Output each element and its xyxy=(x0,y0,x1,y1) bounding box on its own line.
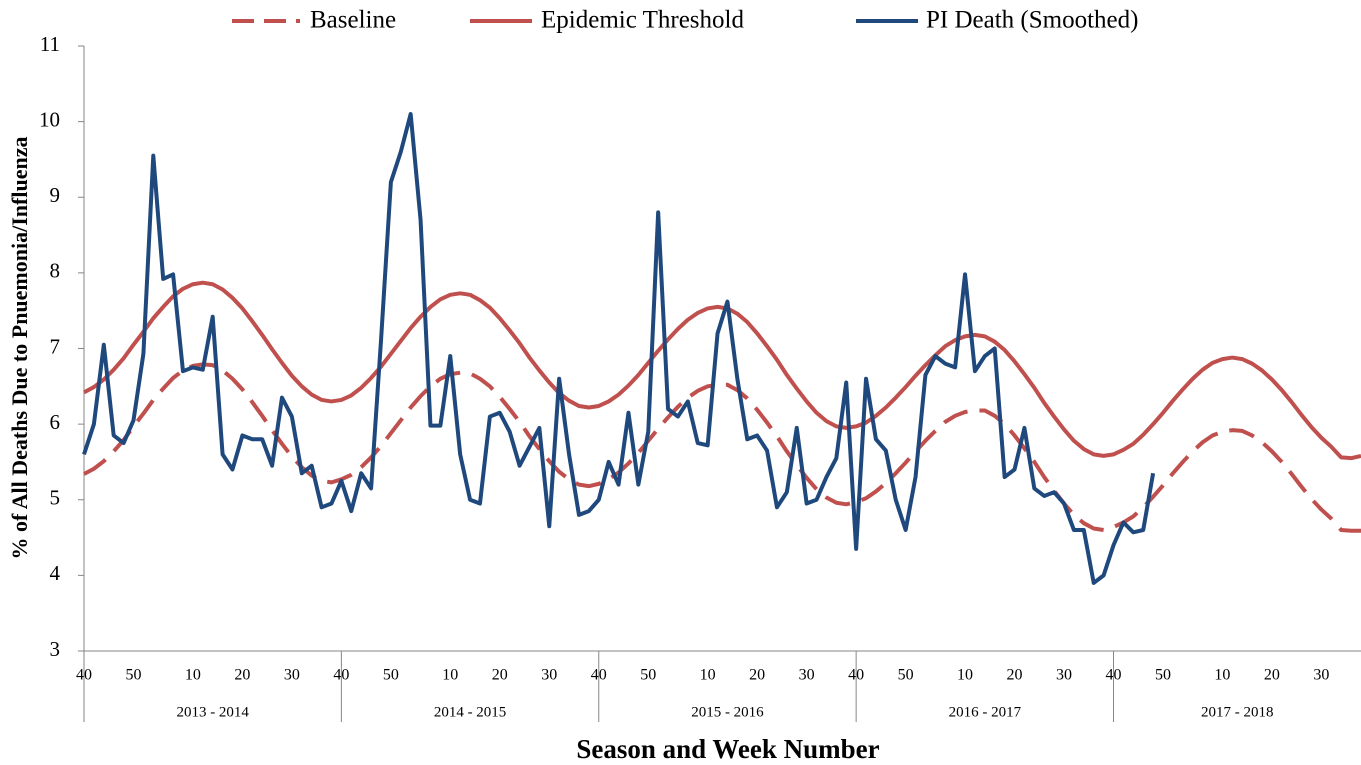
y-tick-label: 5 xyxy=(50,486,61,510)
x-tick-label: 20 xyxy=(1007,667,1023,684)
season-label: 2017 - 2018 xyxy=(1201,704,1274,720)
x-tick-label: 30 xyxy=(284,667,300,684)
x-tick-label: 10 xyxy=(185,667,201,684)
series-line xyxy=(83,280,1361,461)
y-tick-label: 8 xyxy=(50,259,61,283)
season-label: 2016 - 2017 xyxy=(949,704,1022,720)
season-label: 2014 - 2015 xyxy=(434,704,507,720)
x-tick-label: 50 xyxy=(640,667,656,684)
y-tick-label: 10 xyxy=(39,107,60,131)
x-tick-label: 30 xyxy=(1313,667,1329,684)
season-label: 2013 - 2014 xyxy=(176,704,249,720)
x-tick-label: 50 xyxy=(1155,667,1171,684)
y-tick-label: 4 xyxy=(50,561,61,585)
x-tick-label: 30 xyxy=(1056,667,1072,684)
y-tick-label: 11 xyxy=(40,32,60,56)
series-line xyxy=(82,112,1156,585)
x-tick-label: 20 xyxy=(1264,667,1280,684)
y-tick-label: 9 xyxy=(50,183,61,207)
legend-label: PI Death (Smoothed) xyxy=(926,7,1138,34)
x-tick-label: 20 xyxy=(749,667,765,684)
x-tick-label: 50 xyxy=(383,667,399,684)
x-tick-label: 10 xyxy=(1214,667,1230,684)
x-tick-label: 10 xyxy=(957,667,973,684)
y-tick-label: 7 xyxy=(50,334,61,358)
legend-label: Baseline xyxy=(310,7,396,34)
x-tick-label: 30 xyxy=(799,667,815,684)
x-tick-label: 20 xyxy=(234,667,250,684)
y-axis-title: % of All Deaths Due to Pnuemonia/Influen… xyxy=(7,137,32,560)
x-tick-label: 50 xyxy=(125,667,141,684)
x-tick-label: 50 xyxy=(898,667,914,684)
x-tick-label: 10 xyxy=(700,667,716,684)
x-axis-title: Season and Week Number xyxy=(576,734,879,764)
season-label: 2015 - 2016 xyxy=(691,704,764,720)
x-tick-label: 30 xyxy=(541,667,557,684)
x-tick-label: 20 xyxy=(492,667,508,684)
y-tick-label: 6 xyxy=(50,410,61,434)
y-tick-label: 3 xyxy=(50,637,61,661)
legend-label: Epidemic Threshold xyxy=(541,7,744,34)
x-tick-label: 10 xyxy=(442,667,458,684)
